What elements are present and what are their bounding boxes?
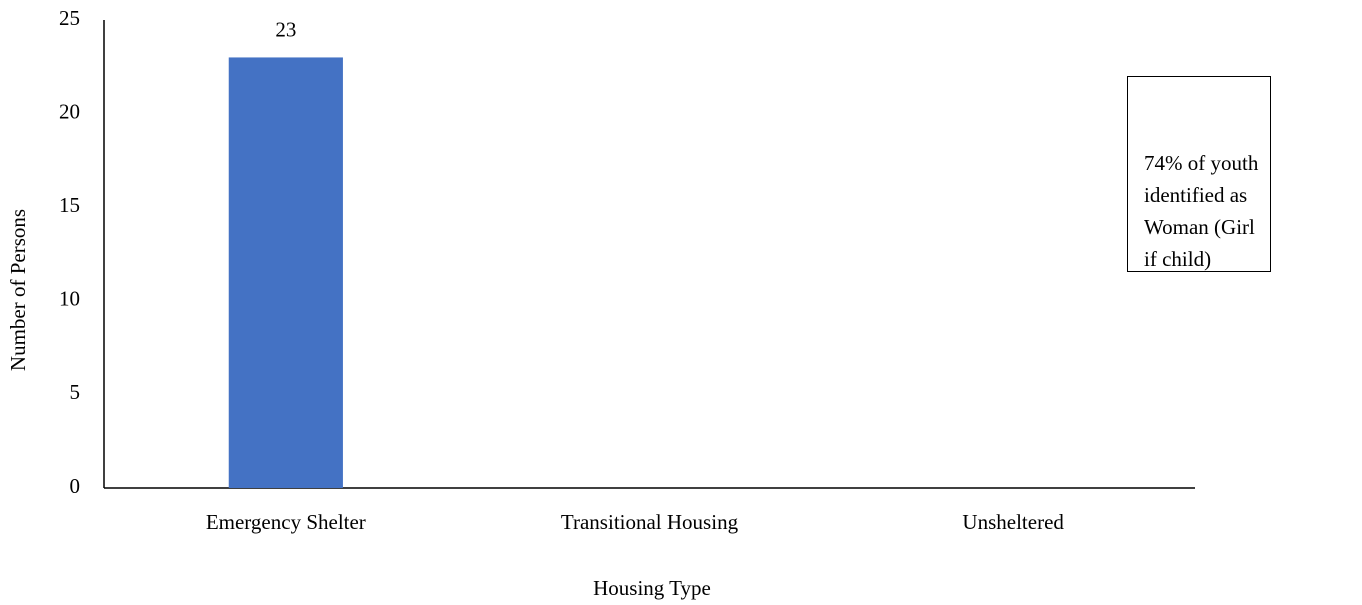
x-tick-label: Transitional Housing	[561, 510, 739, 534]
y-tick-label: 20	[59, 99, 80, 123]
y-axis-title: Number of Persons	[6, 209, 30, 371]
y-tick-label: 15	[59, 193, 80, 217]
y-tick-label: 5	[70, 380, 81, 404]
y-tick-label: 10	[59, 287, 80, 311]
x-tick-label: Unsheltered	[962, 510, 1064, 534]
x-tick-label: Emergency Shelter	[206, 510, 366, 534]
data-label: 23	[275, 17, 296, 41]
annotation: 74% of youth identified as Woman (Girl i…	[1127, 76, 1271, 272]
x-axis-title: Housing Type	[593, 576, 711, 600]
y-tick-label: 25	[59, 6, 80, 30]
bar	[228, 57, 343, 488]
y-tick-label: 0	[70, 474, 81, 498]
